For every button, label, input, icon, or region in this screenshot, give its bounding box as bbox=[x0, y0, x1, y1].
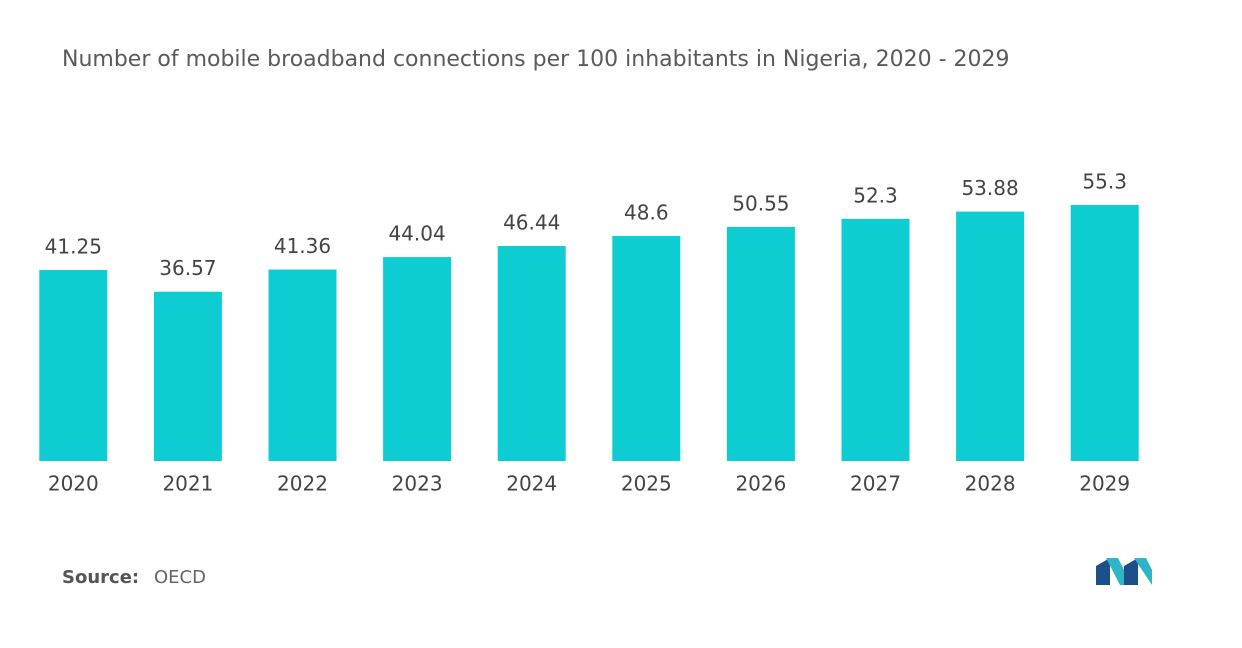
bar bbox=[726, 226, 795, 461]
bar bbox=[153, 291, 222, 461]
logo bbox=[1096, 558, 1152, 585]
bar bbox=[612, 236, 681, 461]
logo-part bbox=[1096, 558, 1110, 585]
value-label: 44.04 bbox=[388, 222, 445, 246]
x-tick-label: 2023 bbox=[392, 472, 443, 496]
value-label: 41.36 bbox=[274, 234, 331, 258]
x-tick-label: 2020 bbox=[48, 472, 99, 496]
logo-part bbox=[1134, 558, 1152, 585]
x-tick-label: 2028 bbox=[965, 472, 1016, 496]
bar bbox=[841, 218, 910, 461]
x-tick-label: 2027 bbox=[850, 472, 901, 496]
value-label: 46.44 bbox=[503, 211, 560, 235]
logo-part bbox=[1124, 558, 1138, 585]
bar bbox=[268, 269, 337, 461]
chart-title: Number of mobile broadband connections p… bbox=[62, 47, 1009, 72]
value-label: 41.25 bbox=[45, 235, 102, 259]
bar bbox=[1070, 205, 1139, 461]
x-tick-label: 2026 bbox=[735, 472, 786, 496]
source-text: OECD bbox=[154, 567, 206, 588]
value-label: 50.55 bbox=[732, 191, 789, 215]
source-label: Source: bbox=[62, 567, 139, 588]
bar bbox=[956, 211, 1025, 461]
value-label: 48.6 bbox=[624, 201, 669, 225]
value-label: 55.3 bbox=[1082, 170, 1127, 194]
x-tick-label: 2024 bbox=[506, 472, 557, 496]
bar bbox=[39, 270, 108, 461]
value-label: 36.57 bbox=[159, 256, 216, 280]
x-tick-label: 2021 bbox=[162, 472, 213, 496]
x-tick-label: 2022 bbox=[277, 472, 328, 496]
bar bbox=[497, 246, 566, 461]
bar bbox=[383, 257, 452, 461]
value-label: 53.88 bbox=[961, 176, 1018, 200]
x-tick-label: 2025 bbox=[621, 472, 672, 496]
x-tick-label: 2029 bbox=[1079, 472, 1130, 496]
value-label: 52.3 bbox=[853, 183, 898, 207]
